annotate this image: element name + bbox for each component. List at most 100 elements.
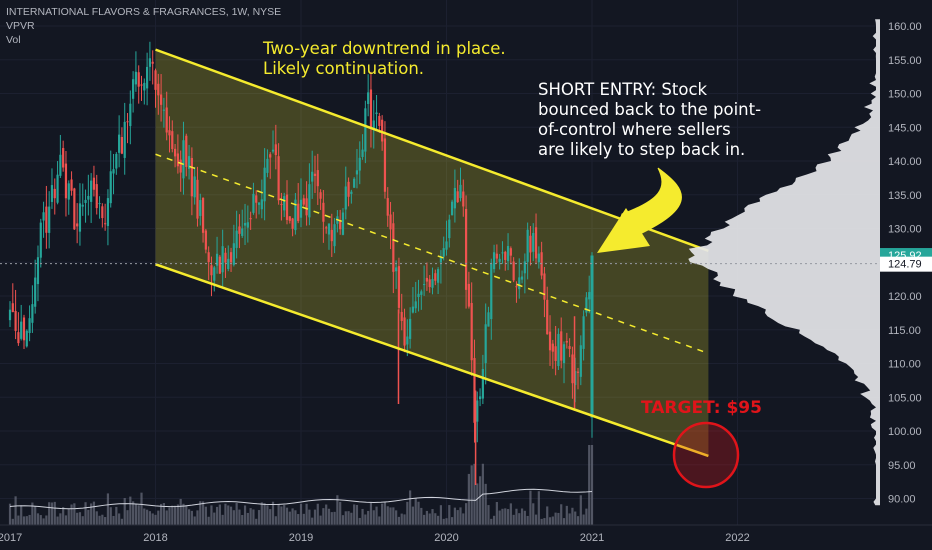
candle-body bbox=[159, 94, 163, 105]
volume-bar bbox=[364, 514, 367, 525]
candle-body bbox=[109, 171, 112, 204]
candle-body bbox=[78, 203, 82, 232]
candle-body bbox=[330, 229, 333, 242]
candles bbox=[8, 41, 594, 485]
downtrend-annotation: Two-year downtrend in place. Likely cont… bbox=[263, 39, 506, 79]
volume-bar bbox=[389, 507, 392, 525]
price-tick-label: 135.00 bbox=[888, 190, 922, 202]
candle-body bbox=[551, 343, 554, 352]
candle-body bbox=[445, 241, 448, 250]
volume-bar bbox=[224, 503, 227, 525]
indicator-volume: Vol bbox=[6, 34, 21, 46]
candle-body bbox=[557, 333, 560, 367]
candle-body bbox=[129, 103, 132, 127]
volume-bar bbox=[450, 517, 454, 525]
volume-bar bbox=[509, 503, 512, 525]
time-tick-label: 2018 bbox=[143, 532, 167, 544]
candle-body bbox=[364, 108, 367, 152]
volume-bar bbox=[243, 505, 247, 525]
volume-bar bbox=[201, 501, 205, 525]
volume-bar bbox=[562, 518, 566, 525]
candle-body bbox=[137, 72, 140, 87]
volume-bar bbox=[297, 514, 300, 525]
candle-body bbox=[87, 195, 90, 200]
volume-bar bbox=[120, 518, 124, 525]
volume-bar bbox=[266, 505, 269, 525]
volume-bar bbox=[383, 501, 387, 525]
candle-body bbox=[409, 318, 412, 339]
short-entry-annotation: SHORT ENTRY: Stock bounced back to the p… bbox=[538, 80, 768, 160]
candle-body bbox=[372, 120, 375, 129]
volume-bar bbox=[78, 512, 82, 525]
volume-bar bbox=[179, 498, 182, 525]
volume-bar bbox=[425, 510, 429, 525]
candle-body bbox=[269, 154, 272, 158]
candle-body bbox=[560, 331, 563, 361]
candle-body bbox=[294, 199, 297, 231]
candle-body bbox=[260, 199, 263, 210]
volume-bar bbox=[229, 506, 233, 525]
candle-body bbox=[355, 170, 359, 175]
volume-bar bbox=[260, 502, 263, 525]
volume-bar bbox=[341, 515, 345, 525]
candle-body bbox=[132, 79, 135, 99]
decorations bbox=[0, 167, 880, 489]
volume-bar bbox=[369, 502, 373, 525]
volume-bar bbox=[470, 465, 473, 525]
volume-bar bbox=[417, 501, 420, 525]
candle-body bbox=[90, 180, 93, 202]
candle-body bbox=[459, 184, 462, 199]
volume-bar bbox=[255, 518, 258, 525]
volume-bar bbox=[576, 516, 580, 525]
candle-body bbox=[104, 223, 107, 225]
volume-bar bbox=[132, 501, 135, 525]
candle-body bbox=[283, 196, 286, 211]
volume-bar bbox=[288, 511, 291, 525]
candle-body bbox=[509, 248, 512, 256]
candle-body bbox=[490, 263, 493, 320]
candle-body bbox=[241, 228, 244, 236]
candle-body bbox=[464, 209, 468, 290]
candle-body bbox=[76, 223, 79, 227]
volume-bar bbox=[140, 492, 143, 525]
candle-body bbox=[224, 252, 227, 263]
candle-body bbox=[543, 273, 546, 300]
target-annotation: TARGET: $95 bbox=[641, 398, 762, 418]
volume-bar bbox=[115, 506, 118, 525]
candle-body bbox=[196, 179, 199, 219]
volume-bar bbox=[59, 513, 62, 525]
candle-body bbox=[148, 58, 152, 67]
candle-body bbox=[375, 112, 378, 115]
volume-bar bbox=[151, 513, 154, 525]
volume-bar bbox=[548, 517, 552, 525]
candle-body bbox=[361, 149, 364, 157]
volume-bar bbox=[403, 514, 406, 525]
volume-bar bbox=[8, 503, 12, 525]
candle-body bbox=[512, 261, 515, 281]
volume-bar bbox=[459, 507, 462, 525]
volume-bar bbox=[381, 503, 384, 525]
candle-body bbox=[308, 184, 311, 218]
candle-body bbox=[229, 252, 233, 263]
volume-bar bbox=[187, 509, 191, 525]
volume-bar bbox=[182, 503, 185, 525]
candle-body bbox=[140, 84, 143, 86]
candle-body bbox=[515, 286, 518, 288]
candle-body bbox=[120, 137, 124, 154]
candle-body bbox=[123, 121, 126, 158]
volume-bar bbox=[400, 513, 403, 525]
volume-bar bbox=[546, 506, 549, 525]
candle-body bbox=[22, 317, 26, 341]
candle-body bbox=[481, 369, 484, 399]
candle-body bbox=[50, 185, 54, 202]
volume-bar bbox=[353, 504, 356, 525]
volume-bar bbox=[148, 511, 152, 525]
candle-body bbox=[39, 222, 42, 258]
candle-body bbox=[232, 243, 235, 265]
volume-bar bbox=[25, 516, 28, 525]
downtrend-line-2: Likely continuation. bbox=[263, 59, 425, 78]
volume-bar bbox=[207, 516, 210, 525]
candle-body bbox=[568, 346, 571, 349]
volume-bar bbox=[123, 498, 126, 525]
